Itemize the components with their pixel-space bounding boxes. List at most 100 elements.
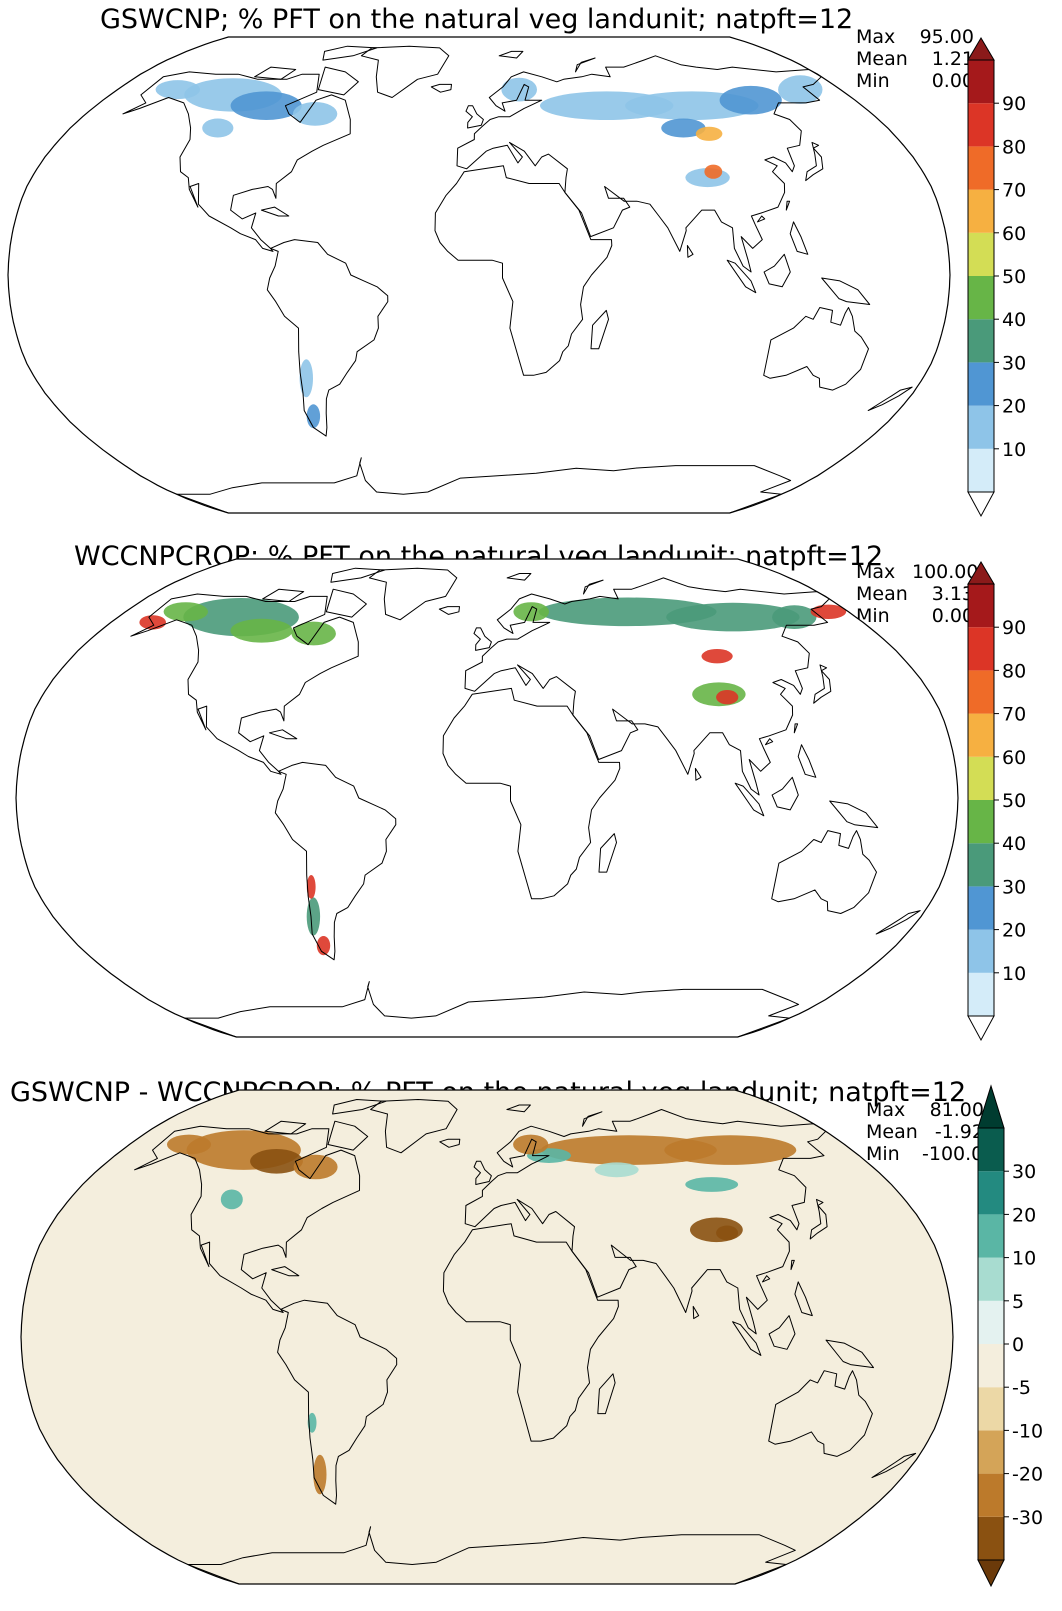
coastline-philippines — [789, 221, 809, 255]
stat-mean-value: 1.21 — [931, 48, 974, 70]
vegetation-patch — [167, 1134, 211, 1155]
map-panel-2 — [15, 558, 959, 1038]
colorbar-segment — [968, 60, 994, 104]
colorbar-tick-label: 80 — [1002, 660, 1026, 682]
map-content — [16, 559, 958, 1037]
colorbar-tick-label: 70 — [1002, 180, 1026, 202]
coastline-greenland — [370, 1099, 458, 1154]
colorbar-segment — [968, 756, 994, 800]
coastline-baffin — [325, 588, 367, 618]
colorbar-3: -30 -20 -10 -5 0 5 10 20 30 — [977, 1084, 1043, 1588]
colorbar-extend-max — [967, 37, 995, 61]
coastline-baffin — [327, 1120, 369, 1151]
colorbar-tick-label: 20 — [1002, 396, 1026, 418]
colorbar-tick-label: 60 — [1002, 223, 1026, 245]
colorbar-tick-label: 10 — [1002, 439, 1026, 461]
coastline-svalbard — [506, 1104, 531, 1113]
colorbar-tick-label: 0 — [1012, 1334, 1024, 1356]
vegetation-patch — [661, 118, 706, 138]
coastline-africa — [434, 165, 613, 376]
colorbar-tick-label: 90 — [1002, 617, 1026, 639]
colorbar-extend-min — [967, 1015, 995, 1042]
colorbar-segment — [968, 319, 994, 363]
panel-1-stats: Max 95.00 Mean 1.21 Min 0.00 — [856, 26, 974, 92]
coastline-novaya-zemlya — [583, 579, 604, 595]
coastline-novaya-zemlya — [575, 57, 596, 73]
vegetation-patch — [155, 80, 200, 100]
colorbar-tick-label: 60 — [1002, 747, 1026, 769]
vegetation-patch — [513, 1134, 549, 1155]
vegetation-patch — [666, 602, 800, 632]
vegetation-patch — [513, 602, 549, 622]
colorbar-segment — [968, 362, 994, 406]
coastline-north-america — [130, 593, 359, 775]
coastline-hainan — [762, 1275, 771, 1283]
vegetation-patch — [704, 164, 723, 179]
coastline-iceland — [438, 606, 460, 615]
colorbar-segment — [978, 1344, 1004, 1388]
colorbar-tick-label: 70 — [1002, 704, 1026, 726]
stat-min-label: Min — [866, 1143, 900, 1165]
map-border — [20, 1089, 954, 1585]
coastline-ellesmere — [322, 45, 378, 61]
stat-mean-value: -1.92 — [934, 1121, 984, 1143]
colorbar-segment — [968, 800, 994, 844]
colorbar-tick-label: 90 — [1002, 93, 1026, 115]
stat-mean-label: Mean — [856, 48, 908, 70]
coastline-novaya-zemlya — [582, 1111, 603, 1127]
coastline-greenland — [360, 45, 450, 98]
colorbar-segment — [968, 405, 994, 449]
stat-min-label: Min — [856, 70, 890, 92]
stat-mean-label: Mean — [866, 1121, 918, 1143]
colorbar-segment — [968, 670, 994, 714]
coastline-new-guinea — [825, 1339, 874, 1369]
colorbar-tick-label: 30 — [1002, 876, 1026, 898]
colorbar-segment — [968, 146, 994, 190]
colorbar-tick-label: 20 — [1002, 920, 1026, 942]
colorbar-segment — [978, 1430, 1004, 1474]
vegetation-patch — [685, 1177, 739, 1192]
colorbar-segment — [968, 232, 994, 276]
colorbar-tick-label: -20 — [1012, 1464, 1043, 1486]
coastline-japan — [809, 1198, 828, 1240]
coastline-borneo — [763, 253, 791, 288]
colorbar-tick-label: 40 — [1002, 833, 1026, 855]
vegetation-patch — [250, 1149, 303, 1174]
colorbar-segment — [978, 1257, 1004, 1301]
coastline-victoria-is — [254, 66, 297, 80]
coastline-japan — [813, 664, 832, 704]
colorbar-tick-label: -5 — [1012, 1377, 1031, 1399]
coastline-africa — [442, 1223, 619, 1442]
coastline-baffin — [317, 66, 359, 96]
stat-max-value: 100.00 — [912, 561, 979, 583]
coastline-australia — [763, 307, 869, 391]
stat-max-label: Max — [856, 561, 896, 583]
colorbar-tick-label: 10 — [1012, 1248, 1036, 1270]
coastline-philippines — [797, 744, 817, 778]
colorbar-extend-max — [977, 1084, 1005, 1129]
coastline-south-america — [266, 239, 389, 437]
coastline-svalbard — [498, 50, 524, 59]
stat-min-value: -100.00 — [922, 1143, 996, 1165]
stat-max-label: Max — [866, 1099, 906, 1121]
coastline-sumatra — [732, 1321, 762, 1356]
stat-min-value: 0.00 — [931, 70, 974, 92]
vegetation-patch — [306, 875, 316, 899]
coastline-philippines — [794, 1281, 813, 1317]
stat-mean-value: 3.13 — [931, 583, 974, 605]
coastline-ellesmere — [332, 1099, 387, 1115]
coastline-antarctica — [187, 1526, 796, 1584]
colorbar-segment — [968, 627, 994, 671]
coastline-madagascar — [590, 309, 609, 350]
colorbar-tick-label: -30 — [1012, 1507, 1043, 1529]
coastline-sri-lanka — [694, 767, 702, 781]
colorbar-segment — [978, 1387, 1004, 1431]
vegetation-patch — [594, 1162, 639, 1178]
coastline-victoria-is — [262, 588, 305, 602]
coastline-africa — [442, 687, 621, 900]
map-border — [15, 558, 959, 1038]
coastline-victoria-is — [264, 1120, 307, 1135]
vegetation-patch — [716, 690, 739, 705]
vegetation-patch — [540, 1135, 717, 1165]
coastline-eurasia — [456, 55, 822, 273]
